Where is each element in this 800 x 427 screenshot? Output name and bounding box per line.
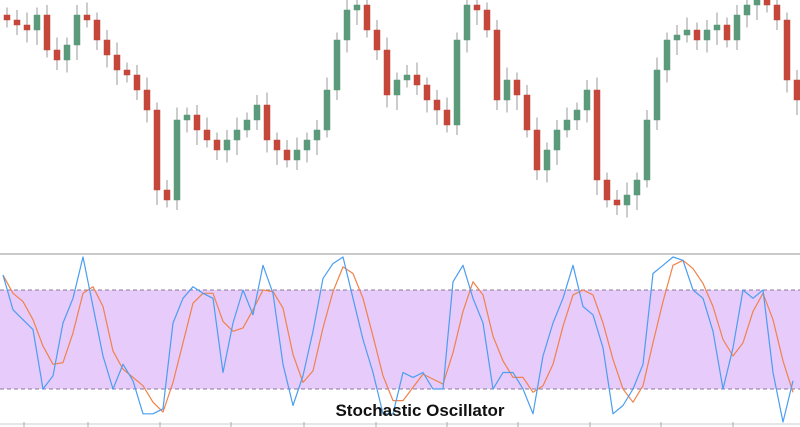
candle-body bbox=[673, 34, 681, 41]
price-candles bbox=[3, 0, 800, 218]
candle-body bbox=[583, 89, 591, 111]
candle-body bbox=[683, 29, 691, 36]
candle-body bbox=[443, 109, 451, 126]
candle-body bbox=[603, 179, 611, 201]
candle-body bbox=[743, 4, 751, 16]
candle-body bbox=[183, 114, 191, 121]
candle-body bbox=[233, 129, 241, 141]
candle-body bbox=[313, 129, 321, 141]
band-fill bbox=[0, 290, 800, 389]
candle-body bbox=[223, 139, 231, 151]
candle-body bbox=[403, 74, 411, 81]
candle-body bbox=[453, 39, 461, 126]
candle-body bbox=[393, 79, 401, 96]
candle-body bbox=[253, 104, 261, 121]
candle-body bbox=[703, 29, 711, 41]
candle-body bbox=[773, 4, 781, 21]
candle-body bbox=[553, 129, 561, 151]
candle-body bbox=[723, 24, 731, 41]
candle-body bbox=[383, 49, 391, 96]
candle-body bbox=[243, 119, 251, 131]
candle-body bbox=[693, 29, 701, 41]
candle-body bbox=[643, 119, 651, 181]
candle-body bbox=[613, 199, 621, 206]
candle-body bbox=[783, 19, 791, 81]
x-axis-ticks bbox=[0, 422, 800, 427]
candle-body bbox=[573, 109, 581, 121]
candle-body bbox=[203, 129, 211, 141]
candle-body bbox=[763, 0, 771, 6]
candle-body bbox=[753, 0, 761, 6]
candle-body bbox=[63, 44, 71, 61]
candle-body bbox=[263, 104, 271, 141]
candle-body bbox=[563, 119, 571, 131]
candle-body bbox=[483, 9, 491, 31]
candle-body bbox=[93, 19, 101, 41]
candle-body bbox=[193, 114, 201, 131]
candle-body bbox=[343, 9, 351, 41]
candle-body bbox=[43, 14, 51, 51]
candle-body bbox=[273, 139, 281, 151]
candle-body bbox=[373, 29, 381, 51]
candle-body bbox=[653, 69, 661, 121]
candle-body bbox=[163, 189, 171, 201]
candle-body bbox=[593, 89, 601, 181]
candle-body bbox=[83, 14, 91, 21]
candle-body bbox=[103, 39, 111, 56]
candle-body bbox=[533, 129, 541, 171]
candle-body bbox=[463, 4, 471, 41]
candle-body bbox=[213, 139, 221, 151]
candle-body bbox=[633, 179, 641, 196]
candle-body bbox=[523, 94, 531, 131]
candle-body bbox=[73, 14, 81, 46]
candle-body bbox=[433, 99, 441, 111]
candle-body bbox=[303, 139, 311, 151]
indicator-title: Stochastic Oscillator bbox=[335, 401, 505, 420]
stoch-d-line bbox=[2, 259, 794, 413]
candle-body bbox=[503, 79, 511, 101]
candle-body bbox=[353, 4, 361, 11]
candle-body bbox=[33, 14, 41, 31]
candle-body bbox=[113, 54, 121, 71]
candle-body bbox=[663, 39, 671, 71]
candle-body bbox=[293, 149, 301, 161]
candle-body bbox=[793, 79, 800, 101]
candle-body bbox=[493, 29, 501, 101]
candle-body bbox=[53, 49, 61, 61]
candle-body bbox=[3, 14, 11, 21]
candle-body bbox=[323, 89, 331, 131]
candle-body bbox=[363, 4, 371, 31]
candle-body bbox=[283, 149, 291, 161]
candle-body bbox=[473, 4, 481, 11]
candle-body bbox=[333, 39, 341, 91]
candle-body bbox=[543, 149, 551, 171]
candle-body bbox=[513, 79, 521, 96]
candle-body bbox=[713, 24, 721, 31]
candle-body bbox=[13, 19, 21, 26]
candle-body bbox=[143, 89, 151, 111]
overbought-oversold-band bbox=[0, 289, 800, 390]
stochastic-lines bbox=[2, 256, 794, 423]
candle-body bbox=[153, 109, 161, 191]
candle-body bbox=[123, 69, 131, 76]
candle-body bbox=[413, 74, 421, 86]
candle-body bbox=[133, 74, 141, 91]
candle-body bbox=[23, 24, 31, 31]
stoch-k-line bbox=[2, 256, 794, 423]
candle-body bbox=[733, 14, 741, 41]
candle-body bbox=[623, 194, 631, 206]
candle-body bbox=[173, 119, 181, 201]
candle-body bbox=[423, 84, 431, 101]
